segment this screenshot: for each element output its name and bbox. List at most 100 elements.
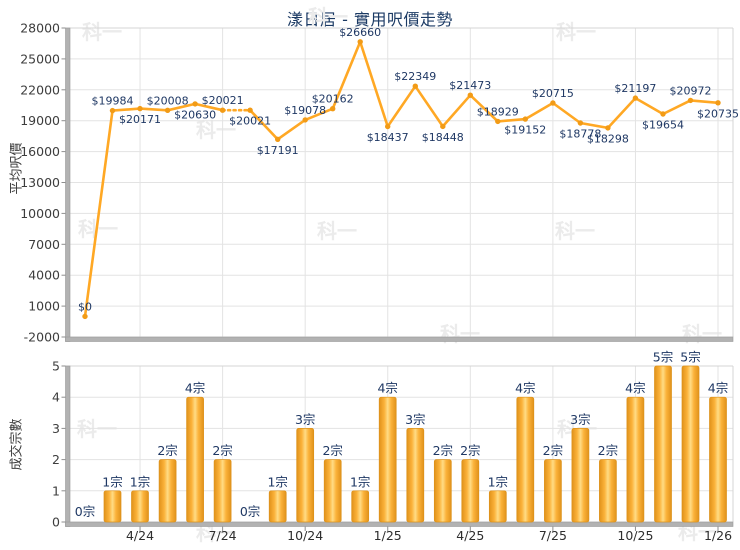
- bar-label: 4宗: [625, 381, 645, 396]
- data-point-label: $18778: [559, 128, 601, 141]
- data-point-marker: [412, 83, 418, 89]
- bar-label: 1宗: [267, 474, 287, 489]
- y-axis-tick-label: 1000: [28, 299, 60, 314]
- watermark: 科一: [555, 219, 595, 243]
- data-point-marker: [715, 100, 721, 106]
- data-point-marker: [357, 39, 363, 45]
- data-point-marker: [577, 120, 584, 126]
- watermark: 科一: [440, 322, 480, 346]
- bar-label: 5宗: [680, 350, 700, 365]
- y-axis-tick-label: 0: [52, 515, 60, 530]
- data-point-marker: [82, 313, 88, 320]
- data-point-label: $26660: [339, 26, 381, 39]
- x-axis-label: 4/25: [456, 528, 484, 543]
- data-point-marker: [687, 97, 694, 104]
- bar-label: 2宗: [598, 443, 618, 458]
- x-axis-label: 1/25: [374, 528, 402, 543]
- y-axis-tick-label: 5: [52, 359, 60, 374]
- data-point-marker: [192, 101, 198, 107]
- watermark: 科一: [77, 417, 117, 441]
- volume-bar: [213, 459, 232, 523]
- volume-bar: [681, 365, 700, 523]
- data-point-label: $20008: [147, 94, 189, 107]
- data-point-marker: [632, 95, 639, 101]
- data-point-label: $18929: [477, 105, 519, 118]
- bar-label: 4宗: [185, 381, 205, 396]
- bar-label: 2宗: [460, 443, 480, 458]
- data-point-label: $17191: [257, 144, 299, 157]
- data-point-label: $20735: [697, 107, 739, 120]
- y-axis-tick-label: 16000: [20, 144, 60, 159]
- volume-bar: [351, 490, 370, 523]
- volume-bar-chart: 0 1 2 3 4 5 0宗 1宗 1宗 2宗 4宗 2宗 0宗 1宗 3宗 2宗 1宗 4宗 3宗 2宗 2宗 1宗 4宗…: [52, 350, 734, 543]
- volume-bar: [433, 459, 452, 523]
- y-axis-tick-label: 28000: [20, 21, 60, 36]
- x-axis-bar: [65, 521, 734, 527]
- volume-bar: [516, 396, 535, 523]
- data-point-marker: [522, 116, 528, 122]
- bar-label: 4宗: [708, 381, 728, 396]
- bar-label: 2宗: [433, 443, 453, 458]
- volume-bar: [296, 428, 315, 523]
- bar-label: 0宗: [75, 504, 95, 519]
- data-point-marker: [330, 106, 336, 112]
- data-point-label: $20715: [532, 87, 574, 100]
- bar-label: 1宗: [102, 474, 122, 489]
- price-line: [83, 102, 224, 318]
- data-point-label: $18298: [587, 132, 629, 145]
- bar-label: 2宗: [322, 443, 342, 458]
- watermark: 科一: [317, 219, 357, 243]
- volume-bar: [158, 459, 177, 523]
- data-point-marker: [467, 92, 473, 98]
- data-point-label: $18437: [367, 131, 409, 144]
- data-point-label: $22349: [394, 70, 436, 83]
- y-axis-tick-label: 7000: [28, 237, 60, 252]
- volume-bar: [378, 396, 397, 523]
- watermark: 科一: [82, 20, 122, 44]
- bar-label: 3宗: [405, 412, 425, 427]
- x-axis-label: 4/24: [126, 528, 154, 543]
- volume-bar: [599, 459, 617, 523]
- data-point-label: $20021: [202, 94, 244, 107]
- data-point-label: $18448: [422, 131, 464, 144]
- data-point-marker: [219, 107, 226, 113]
- data-point-label: $19654: [642, 119, 684, 132]
- x-axis-label: 1/26: [704, 528, 732, 543]
- data-point-marker: [275, 136, 281, 142]
- watermark: 科一: [682, 322, 722, 346]
- volume-bar: [406, 428, 425, 523]
- data-point-marker: [385, 123, 391, 130]
- x-axis-label: 10/24: [287, 528, 323, 543]
- bar-label: 1宗: [350, 474, 370, 489]
- data-point-label: $19984: [92, 95, 134, 108]
- bar-label: 4宗: [377, 381, 397, 396]
- y-axis-tick-label: 3: [52, 421, 60, 436]
- volume-bar: [461, 459, 480, 523]
- y-axis-tick-label: 25000: [20, 51, 60, 66]
- data-point-label: $20162: [312, 93, 354, 106]
- volume-bar: [131, 490, 149, 523]
- y-axis-tick-label: 1: [52, 483, 60, 498]
- bar-label: 3宗: [295, 412, 315, 427]
- bar-label: 3宗: [570, 412, 590, 427]
- watermark: 科一: [556, 20, 596, 44]
- data-point-label: $20171: [119, 113, 161, 126]
- bar-label: 1宗: [130, 474, 150, 489]
- watermark: 科一: [196, 118, 236, 142]
- bar-label: 1宗: [488, 474, 508, 489]
- volume-bar: [544, 459, 562, 523]
- data-point-label: $19152: [504, 124, 546, 137]
- volume-bar: [323, 459, 342, 523]
- y-axis-bar: [65, 365, 71, 527]
- volume-bar: [186, 396, 204, 523]
- y-axis-tick-label: 22000: [20, 82, 60, 97]
- data-point-label: $21473: [449, 79, 491, 92]
- watermark: 科一: [308, 5, 348, 29]
- y-axis-bar: [65, 27, 71, 342]
- data-point-marker: [605, 125, 611, 131]
- y-axis-tick-label: 19000: [20, 113, 60, 128]
- volume-bar: [654, 365, 672, 523]
- chart-title: 漾日居 - 實用呎價走勢: [287, 10, 453, 29]
